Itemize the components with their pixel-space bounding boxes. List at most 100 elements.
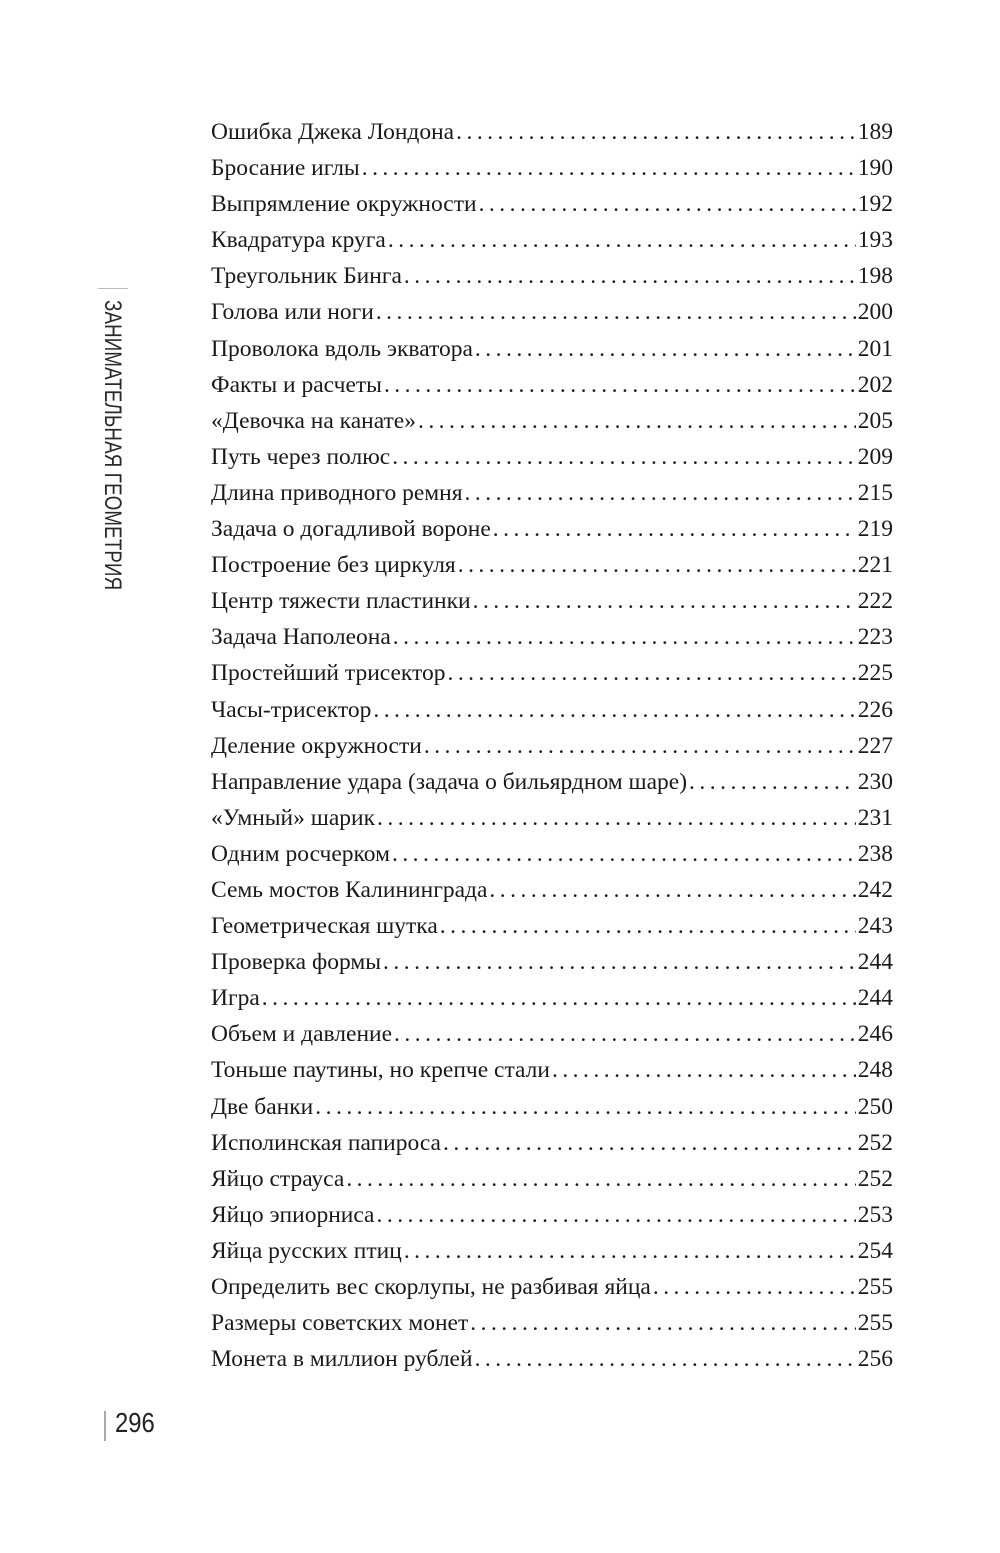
- toc-entry-title: Голова или ноги: [211, 299, 374, 326]
- toc-entry-page: 200: [857, 299, 893, 326]
- toc-entry-title: Часы-трисектор: [211, 696, 372, 723]
- toc-entry-title: Выпрямление окружности: [211, 191, 477, 218]
- toc-entry[interactable]: Бросание иглы 190: [211, 150, 893, 186]
- toc-entry[interactable]: Построение без циркуля 221: [211, 547, 893, 583]
- toc-entry-page: 219: [857, 516, 893, 543]
- toc-entry[interactable]: Исполинская папироса 252: [211, 1125, 893, 1161]
- toc-entry-page: 244: [857, 949, 893, 976]
- toc-entry-title: Игра: [211, 985, 260, 1012]
- toc-entry-title: Исполинская папироса: [211, 1129, 441, 1156]
- toc-entry[interactable]: Проверка формы 244: [211, 944, 893, 980]
- dot-leader: [470, 1305, 856, 1341]
- toc-entry[interactable]: Задача Наполеона 223: [211, 619, 893, 655]
- toc-entry[interactable]: Часы-трисектор 226: [211, 692, 893, 728]
- toc-entry-title: Определить вес скорлупы, не разбивая яйц…: [211, 1274, 651, 1300]
- dot-leader: [418, 403, 856, 439]
- toc-entry-page: 202: [857, 371, 893, 398]
- toc-entry[interactable]: Квадратура круга 193: [211, 222, 893, 258]
- toc-entry-page: 198: [857, 263, 893, 290]
- toc-entry[interactable]: Голова или ноги 200: [211, 294, 893, 330]
- toc-entry-title: «Девочка на канате»: [211, 407, 416, 434]
- toc-entry[interactable]: Ошибка Джека Лондона 189: [211, 114, 893, 150]
- toc-entry-page: 242: [857, 876, 893, 903]
- toc-entry-title: Задача о догадливой вороне: [211, 516, 491, 543]
- toc-entry-title: Тоньше паутины, но крепче стали: [211, 1057, 550, 1084]
- toc-entry-page: 223: [857, 624, 893, 651]
- toc-entry-title: Построение без циркуля: [211, 552, 456, 579]
- toc-entry-page: 190: [857, 155, 893, 182]
- toc-entry-title: Центр тяжести пластинки: [211, 588, 471, 615]
- toc-entry[interactable]: Яйцо страуса 252: [211, 1161, 893, 1197]
- toc-entry-page: 253: [857, 1201, 893, 1228]
- toc-entry[interactable]: Путь через полюс 209: [211, 439, 893, 475]
- toc-entry-page: 227: [857, 732, 893, 759]
- running-head: ЗАНИМАТЕЛЬНАЯ ГЕОМЕТРИЯ: [99, 300, 126, 591]
- dot-leader: [653, 1269, 856, 1305]
- toc-entry-page: 189: [857, 119, 893, 145]
- toc-entry[interactable]: Одним росчерком 238: [211, 836, 893, 872]
- toc-entry[interactable]: «Умный» шарик 231: [211, 800, 893, 836]
- toc-entry[interactable]: Семь мостов Калининграда 242: [211, 872, 893, 908]
- toc-entry-title: Яйцо эпиорниса: [211, 1201, 375, 1228]
- dot-leader: [393, 619, 856, 655]
- toc-entry[interactable]: Объем и давление 246: [211, 1016, 893, 1052]
- toc-entry[interactable]: Игра 244: [211, 980, 893, 1016]
- toc-entry-page: 252: [857, 1165, 893, 1192]
- toc-entry-page: 246: [857, 1021, 893, 1048]
- toc-entry-title: Ошибка Джека Лондона: [211, 119, 455, 145]
- toc-entry-page: 215: [857, 479, 893, 506]
- toc-entry[interactable]: Проволока вдоль экватора 201: [211, 331, 893, 367]
- toc-entry-page: 248: [857, 1057, 893, 1084]
- toc-entry[interactable]: Центр тяжести пластинки 222: [211, 583, 893, 619]
- dot-leader: [362, 150, 856, 186]
- toc-entry[interactable]: Определить вес скорлупы, не разбивая яйц…: [211, 1269, 893, 1305]
- toc-entry-title: Задача Наполеона: [211, 624, 391, 651]
- toc-entry[interactable]: Задача о догадливой вороне 219: [211, 511, 893, 547]
- toc-entry[interactable]: Тоньше паутины, но крепче стали 248: [211, 1052, 893, 1088]
- dot-leader: [443, 1125, 856, 1161]
- toc-entry[interactable]: Монета в миллион рублей 256: [211, 1341, 893, 1377]
- toc-entry[interactable]: Яйца русских птиц 254: [211, 1233, 893, 1269]
- toc-entry[interactable]: Простейший трисектор 225: [211, 655, 893, 691]
- toc-entry[interactable]: Направление удара (задача о бильярдном ш…: [211, 764, 893, 800]
- toc-entry-title: Геометрическая шутка: [211, 913, 438, 940]
- toc-entry-title: Проверка формы: [211, 949, 382, 976]
- toc-entry-title: Объем и давление: [211, 1021, 393, 1048]
- toc-entry-page: 255: [857, 1310, 893, 1337]
- toc-entry-title: Квадратура круга: [211, 227, 386, 254]
- toc-entry-title: «Умный» шарик: [211, 804, 376, 831]
- dot-leader: [383, 944, 856, 980]
- dot-leader: [447, 655, 855, 691]
- toc-entry-title: Длина приводного ремня: [211, 479, 463, 506]
- toc-entry[interactable]: Яйцо эпиорниса 253: [211, 1197, 893, 1233]
- toc-entry-page: 193: [857, 227, 893, 254]
- dot-leader: [392, 439, 856, 475]
- toc-entry-title: Семь мостов Калининграда: [211, 876, 488, 903]
- toc-entry-page: 238: [857, 840, 893, 867]
- toc-entry[interactable]: Факты и расчеты 202: [211, 367, 893, 403]
- dot-leader: [689, 764, 856, 800]
- toc-entry-page: 205: [857, 407, 893, 434]
- dot-leader: [262, 980, 856, 1016]
- toc-entry[interactable]: «Девочка на канате» 205: [211, 403, 893, 439]
- toc-entry-title: Факты и расчеты: [211, 371, 382, 398]
- toc-entry-title: Путь через полюс: [211, 443, 391, 470]
- dot-leader: [346, 1161, 855, 1197]
- toc-entry[interactable]: Две банки 250: [211, 1089, 893, 1125]
- dot-leader: [377, 1197, 856, 1233]
- toc-entry-title: Проволока вдоль экватора: [211, 335, 473, 362]
- toc-entry[interactable]: Длина приводного ремня 215: [211, 475, 893, 511]
- toc-entry-page: 226: [857, 696, 893, 723]
- toc-entry[interactable]: Деление окружности 227: [211, 728, 893, 764]
- dot-leader: [424, 728, 856, 764]
- table-of-contents: Ошибка Джека Лондона 189 Бросание иглы 190 В…: [211, 114, 893, 1377]
- page-number: 296: [115, 1407, 155, 1438]
- toc-entry[interactable]: Выпрямление окружности 192: [211, 186, 893, 222]
- toc-entry[interactable]: Геометрическая шутка 243: [211, 908, 893, 944]
- toc-entry-title: Направление удара (задача о бильярдном ш…: [211, 768, 688, 795]
- toc-entry-page: 254: [857, 1237, 893, 1264]
- toc-entry[interactable]: Треугольник Бинга 198: [211, 258, 893, 294]
- dot-leader: [376, 294, 856, 330]
- toc-entry-page: 243: [857, 913, 893, 940]
- toc-entry[interactable]: Размеры советских монет 255: [211, 1305, 893, 1341]
